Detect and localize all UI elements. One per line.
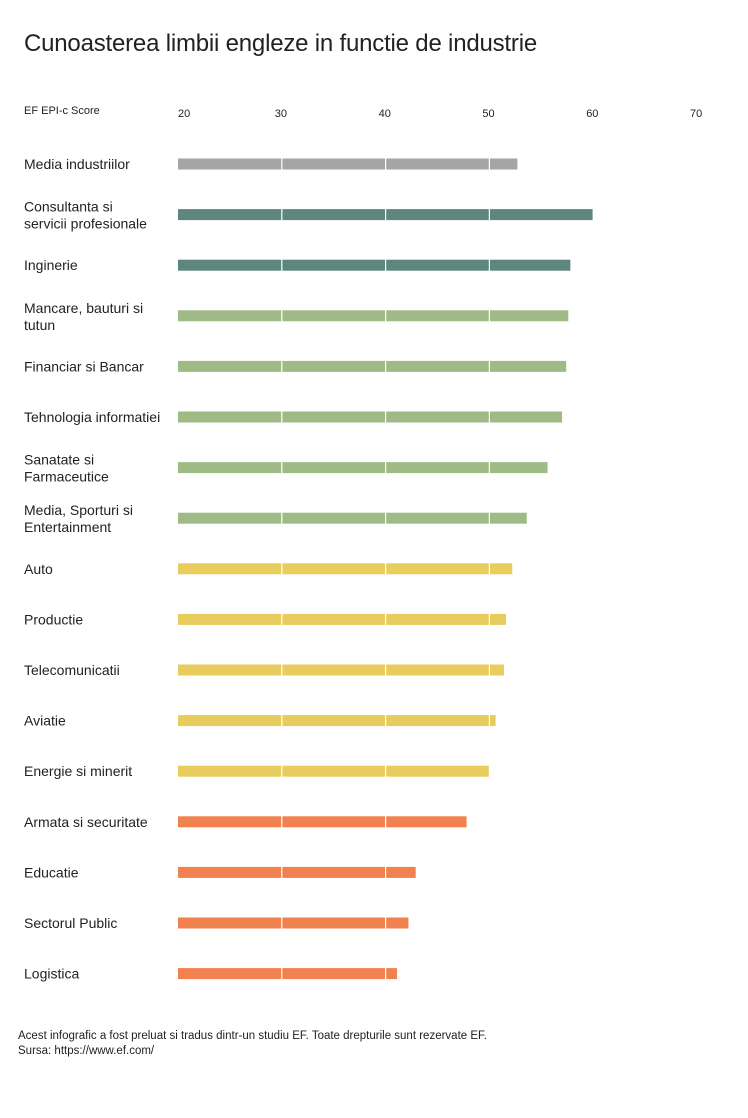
bar <box>178 816 467 828</box>
bar <box>178 765 490 777</box>
category-label: Logistica <box>24 966 79 982</box>
category-label: Financiar si Bancar <box>24 358 144 374</box>
chart-title: Cunoasterea limbii engleze in functie de… <box>24 30 537 57</box>
bar <box>178 360 567 372</box>
category-label: Auto <box>24 561 53 577</box>
bar-chart: 20 30 40 50 60 70 Media industriilor Consultant… <box>24 108 703 982</box>
x-tick-label: 30 <box>275 108 287 120</box>
x-tick-label: 60 <box>586 108 598 120</box>
category-label: Educatie <box>24 864 79 880</box>
category-label: Sanatate si Farmaceutice <box>24 452 109 485</box>
bar <box>178 512 527 524</box>
source-note: Acest infografic a fost preluat si tradu… <box>18 1029 487 1059</box>
x-tick-label: 40 <box>379 108 391 120</box>
x-tick-label: 20 <box>178 108 190 120</box>
category-label: Armata si securitate <box>24 814 148 830</box>
category-label: Tehnologia informatiei <box>24 409 160 425</box>
x-tick-label: 50 <box>482 108 494 120</box>
category-label: Mancare, bauturi si tutun <box>24 300 143 333</box>
x-tick-label: 70 <box>690 108 702 120</box>
bar <box>178 259 571 271</box>
bar <box>178 917 409 929</box>
category-label: Consultanta si servicii profesionale <box>24 199 147 232</box>
bar <box>178 968 398 980</box>
bar <box>178 613 507 625</box>
category-label: Media industriilor <box>24 156 130 172</box>
bar <box>178 158 518 170</box>
category-label: Aviatie <box>24 713 66 729</box>
category-label: Media, Sporturi si Entertainment <box>24 502 133 535</box>
bar <box>178 715 496 727</box>
bar <box>178 866 416 878</box>
category-label: Inginerie <box>24 257 78 273</box>
category-label: Energie si minerit <box>24 763 132 779</box>
category-label: Telecomunicatii <box>24 662 120 678</box>
source-note-line-1: Acest infografic a fost preluat si tradu… <box>18 1030 487 1042</box>
bar <box>178 310 569 322</box>
category-label: Productie <box>24 611 83 627</box>
bar <box>178 411 563 423</box>
bar <box>178 462 548 474</box>
category-label: Sectorul Public <box>24 915 117 931</box>
bar <box>178 563 513 575</box>
source-note-line-2: Sursa: https://www.ef.com/ <box>18 1045 155 1057</box>
x-axis-label: EF EPI-c Score <box>24 105 100 117</box>
bar <box>178 664 504 676</box>
